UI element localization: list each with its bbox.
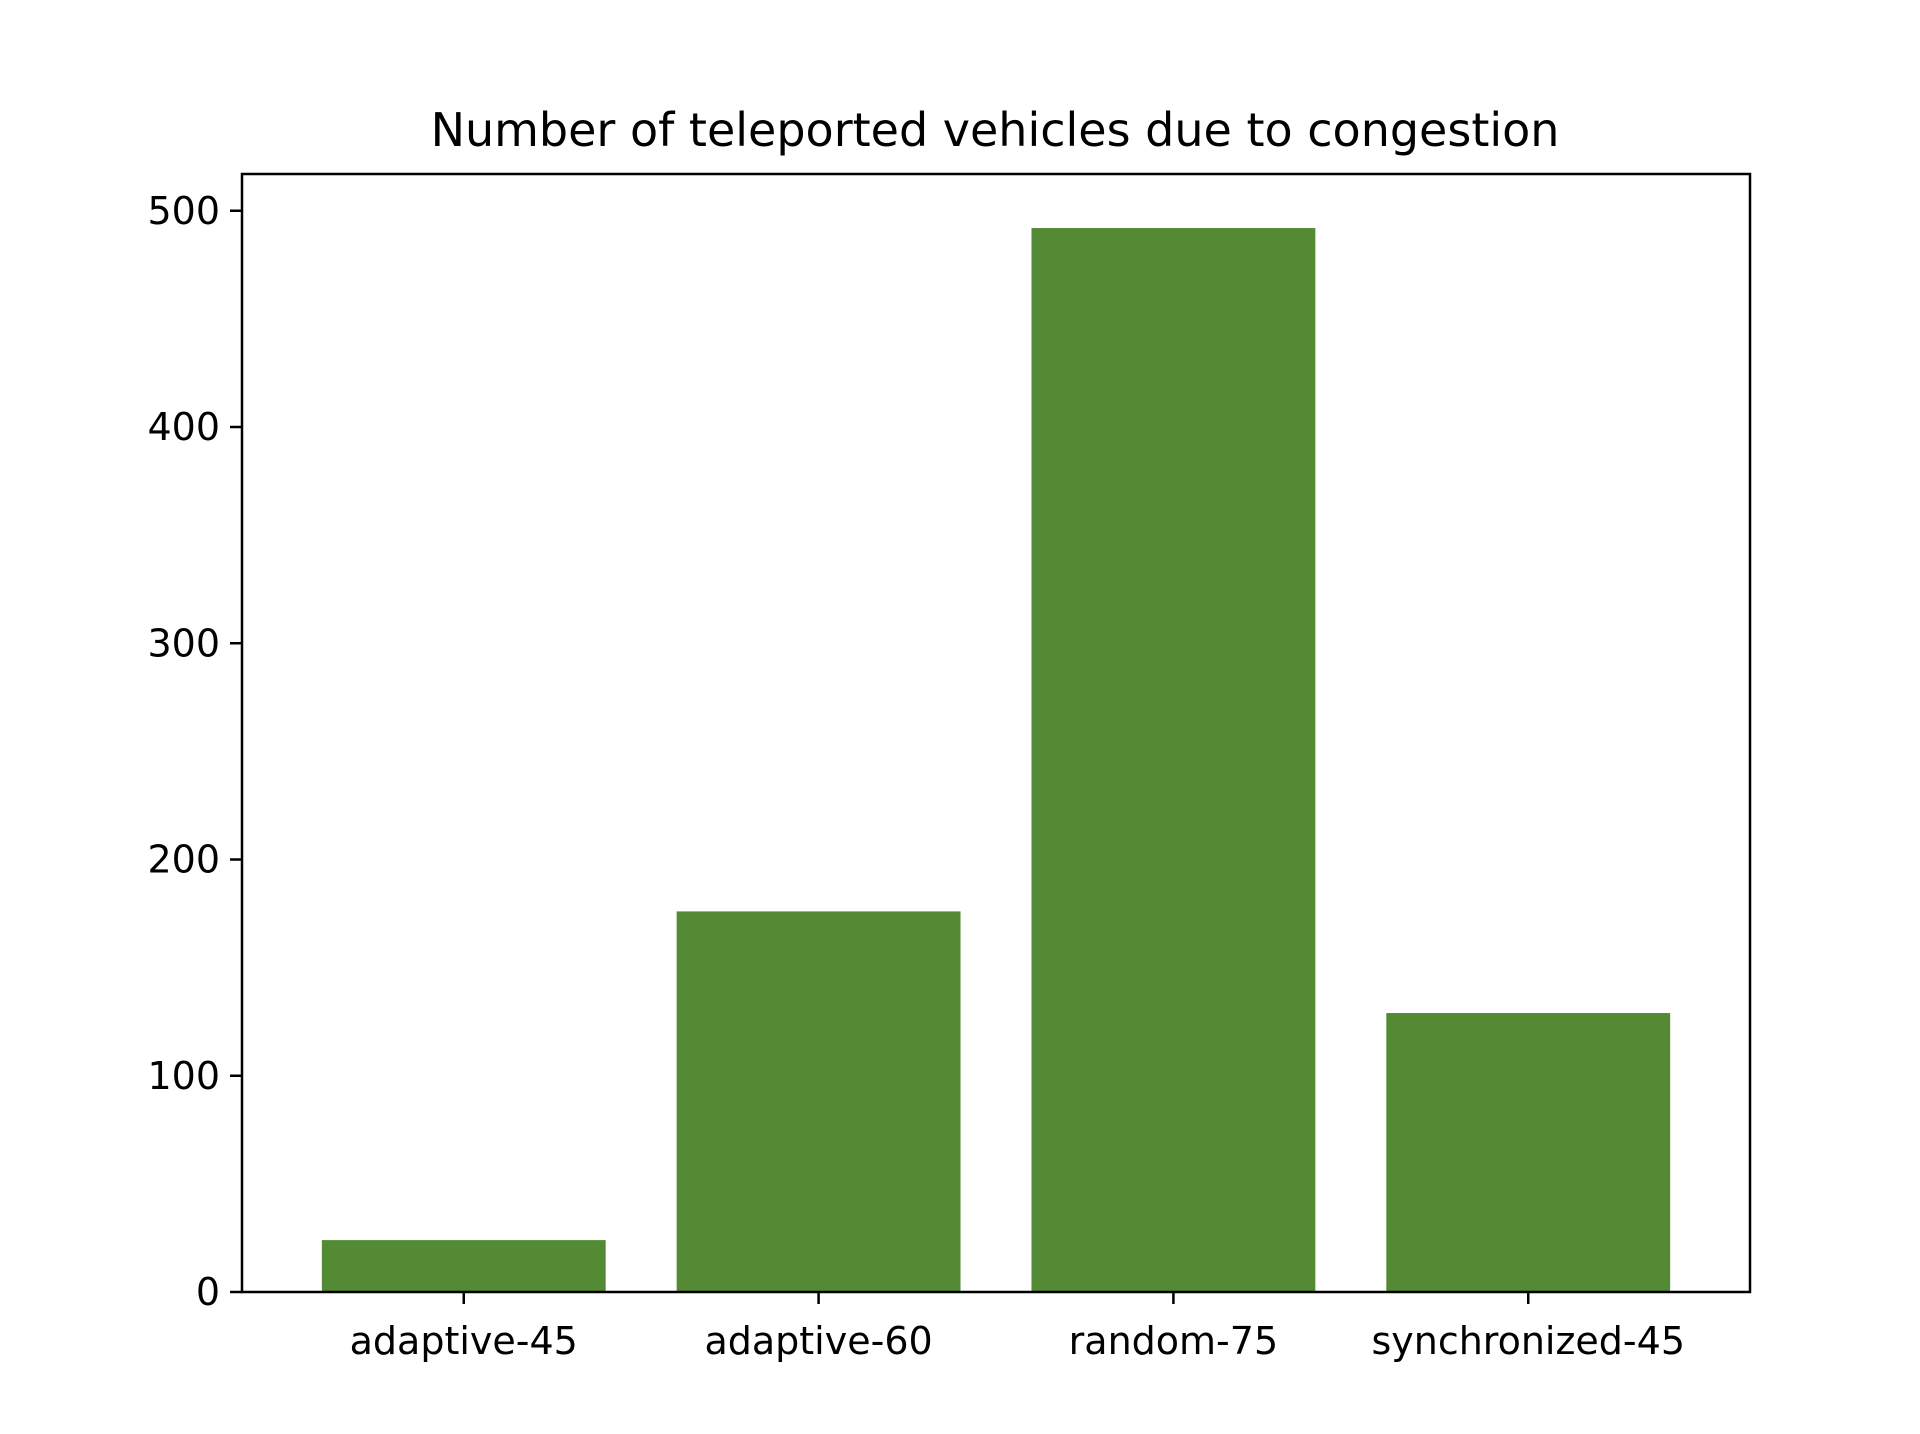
x-tick-label: adaptive-60 <box>704 1319 932 1363</box>
y-tick-label: 200 <box>147 838 220 882</box>
x-tick-label: synchronized-45 <box>1371 1319 1685 1363</box>
chart-title: Number of teleported vehicles due to con… <box>431 103 1560 157</box>
y-tick-label: 300 <box>147 621 220 665</box>
y-tick-label: 100 <box>147 1054 220 1098</box>
bars-group <box>321 228 1671 1292</box>
x-tick-label: adaptive-45 <box>350 1319 578 1363</box>
x-tick-label: random-75 <box>1069 1319 1278 1363</box>
plot-frame <box>240 172 1752 1294</box>
y-tick-label: 500 <box>147 189 220 233</box>
x-axis-ticks: adaptive-45 adaptive-60 random-75 synchroni… <box>350 1292 1685 1363</box>
bar-synchronized-45 <box>1386 1013 1671 1292</box>
y-tick-label: 0 <box>196 1270 220 1314</box>
y-axis-ticks: 0 100 200 300 400 500 <box>147 189 242 1314</box>
bar-adaptive-45 <box>321 1240 606 1292</box>
bar-adaptive-60 <box>676 911 961 1292</box>
y-tick-label: 400 <box>147 405 220 449</box>
bar-random-75 <box>1031 228 1316 1292</box>
